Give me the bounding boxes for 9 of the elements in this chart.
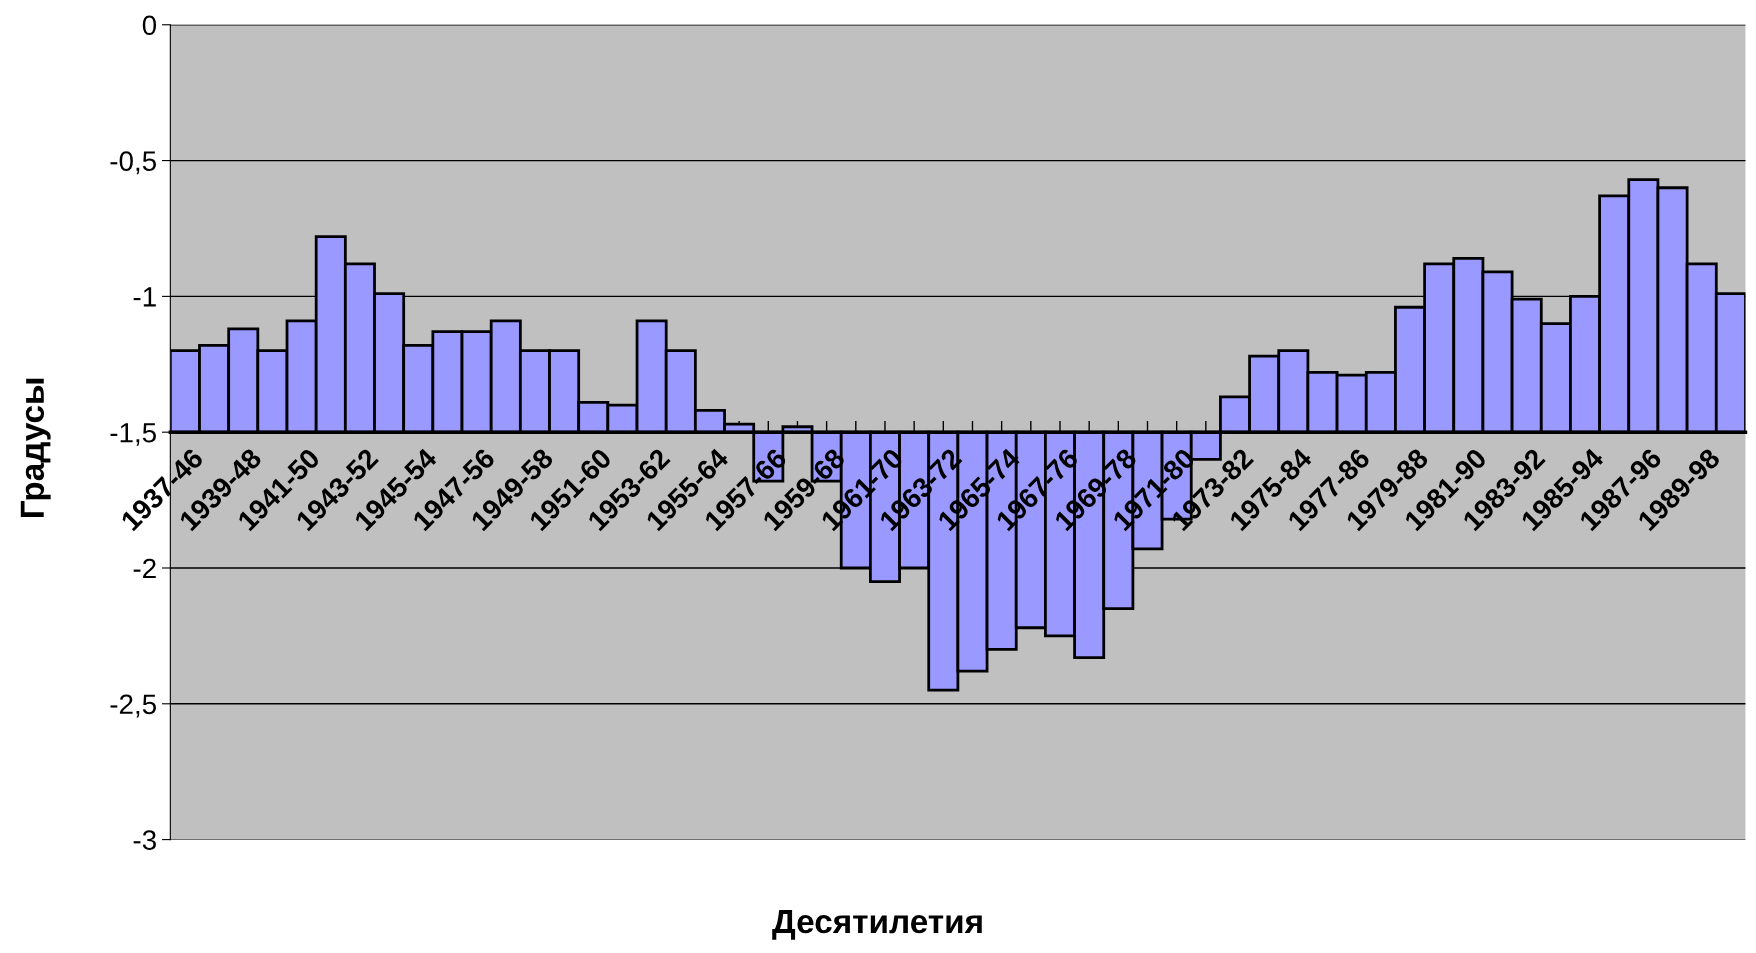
y-tick-label: 0 [142, 15, 157, 36]
y-tick-label: -2 [133, 558, 156, 579]
x-axis-title: Десятилетия [772, 910, 982, 940]
y-tick-label: -3 [133, 830, 156, 850]
y-tick-label: -1,5 [110, 423, 156, 446]
y-tick-label: -0,5 [110, 151, 156, 175]
y-tick-label: -2,5 [110, 694, 156, 718]
y-axis-title: Градусы [20, 378, 51, 518]
y-tick-label: -1 [133, 287, 156, 307]
